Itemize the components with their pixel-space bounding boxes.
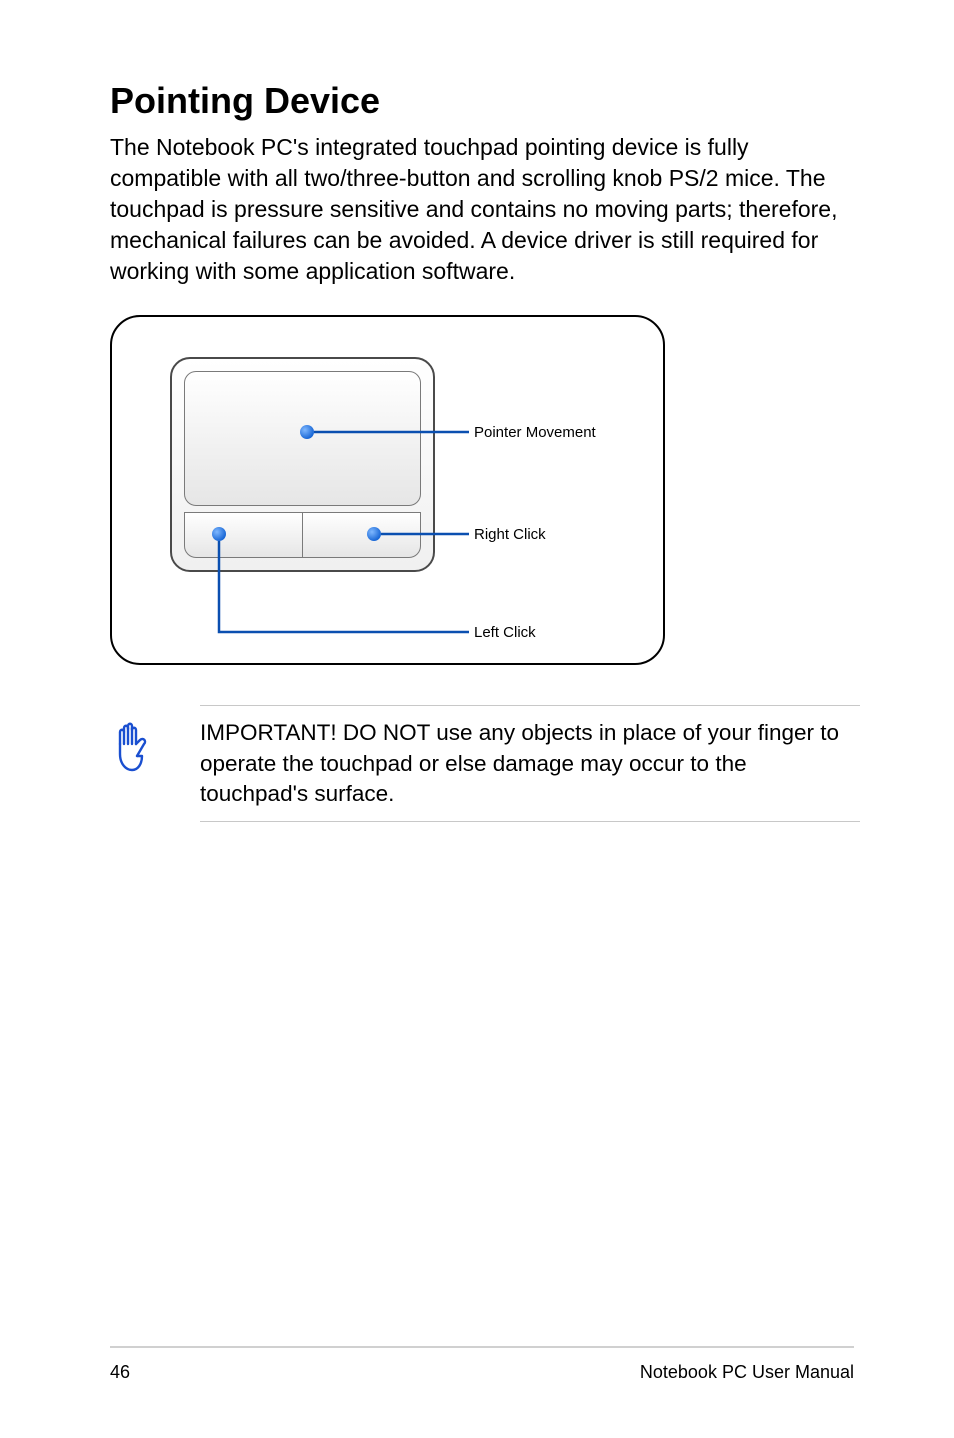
stop-hand-icon: [110, 722, 152, 772]
left-button-area: [185, 513, 302, 557]
touchpad-assembly: [170, 357, 435, 572]
page-footer: 46 Notebook PC User Manual: [0, 1346, 954, 1383]
doc-title: Notebook PC User Manual: [640, 1362, 854, 1383]
important-note: IMPORTANT! DO NOT use any objects in pla…: [200, 705, 860, 822]
label-right-click: Right Click: [474, 526, 546, 543]
page-number: 46: [110, 1362, 130, 1383]
important-note-text: IMPORTANT! DO NOT use any objects in pla…: [200, 718, 860, 809]
intro-paragraph: The Notebook PC's integrated touchpad po…: [110, 132, 854, 287]
label-pointer-movement: Pointer Movement: [474, 424, 596, 441]
right-button-area: [303, 513, 420, 557]
touchpad-diagram: Pointer Movement Right Click Left Click: [110, 315, 665, 665]
label-left-click: Left Click: [474, 624, 536, 641]
page-title: Pointing Device: [110, 80, 854, 122]
touchpad-surface: [184, 371, 421, 506]
